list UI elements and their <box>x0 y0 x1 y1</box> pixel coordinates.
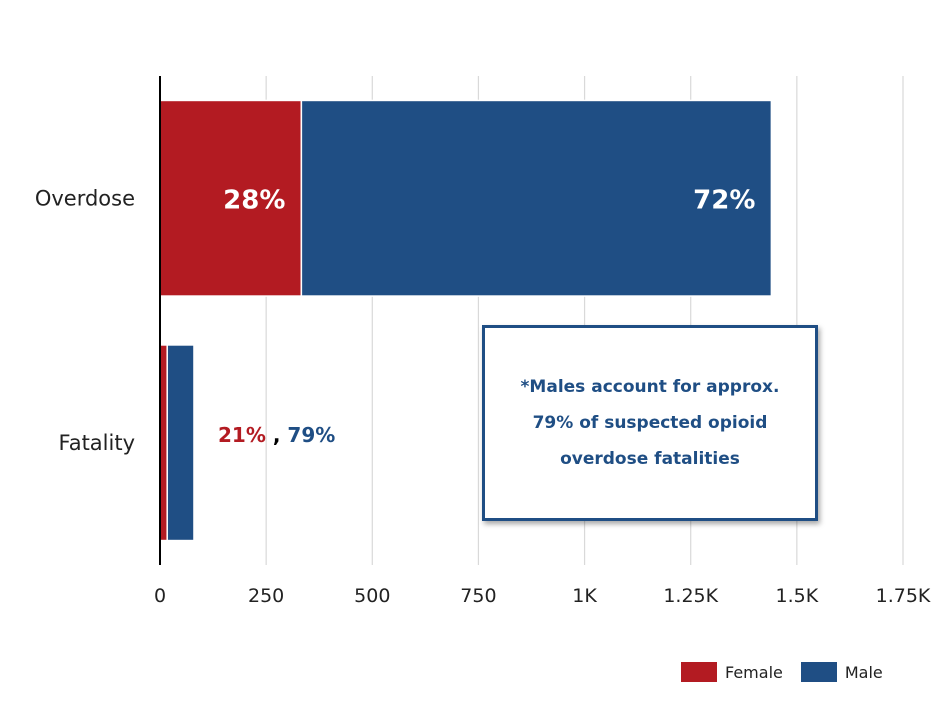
x-tick-label: 500 <box>354 585 390 607</box>
legend: Female Male <box>681 662 901 682</box>
x-tick-label: 750 <box>460 585 496 607</box>
fatality-male-pct: 79% <box>287 423 336 447</box>
legend-item-female: Female <box>681 662 783 682</box>
x-tick-label: 1.75K <box>876 585 931 607</box>
legend-label-female: Female <box>725 662 783 682</box>
legend-label-male: Male <box>844 662 883 682</box>
note-box: *Males account for approx. 79% of suspec… <box>482 325 818 521</box>
x-tick-label: 0 <box>154 585 166 607</box>
bar-fatality-male <box>166 344 195 542</box>
x-tick-label: 1K <box>572 585 597 607</box>
bar-label-overdose-male: 72% <box>693 185 755 215</box>
x-tick-label: 1.5K <box>776 585 819 607</box>
x-tick-label: 250 <box>248 585 284 607</box>
bar-overdose-male <box>300 99 773 297</box>
bar-overdose-female <box>159 99 303 297</box>
legend-swatch-female <box>681 662 717 682</box>
note-text: *Males account for approx. 79% of suspec… <box>520 377 780 469</box>
fatality-annotation: 21% , 79% <box>218 423 335 447</box>
fatality-female-pct: 21% <box>218 423 266 447</box>
legend-item-male: Male <box>800 662 883 682</box>
bar-fatality-female <box>159 344 168 542</box>
fatality-separator: , <box>265 423 288 447</box>
x-tick-label: 1.25K <box>663 585 718 607</box>
legend-swatch-male <box>800 662 837 682</box>
category-label-overdose: Overdose <box>35 186 135 210</box>
category-label-fatality: Fatality <box>59 431 135 455</box>
bar-label-overdose-female: 28% <box>223 185 285 215</box>
